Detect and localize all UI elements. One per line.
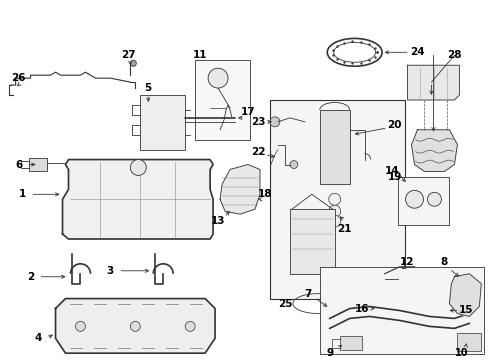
Text: 17: 17 bbox=[241, 107, 255, 117]
Text: 20: 20 bbox=[387, 120, 402, 130]
Polygon shape bbox=[55, 298, 215, 353]
Text: 5: 5 bbox=[145, 83, 152, 93]
Circle shape bbox=[270, 117, 280, 127]
Text: 28: 28 bbox=[447, 50, 462, 60]
Text: 4: 4 bbox=[35, 333, 42, 343]
Bar bbox=[195, 60, 250, 140]
Bar bbox=[340, 336, 362, 350]
Text: 21: 21 bbox=[338, 224, 352, 234]
Polygon shape bbox=[63, 159, 213, 239]
Text: 8: 8 bbox=[441, 257, 448, 267]
Circle shape bbox=[329, 205, 341, 217]
Circle shape bbox=[130, 321, 140, 331]
Text: 13: 13 bbox=[211, 216, 225, 226]
Circle shape bbox=[130, 60, 136, 66]
Bar bbox=[270, 100, 405, 298]
Text: 1: 1 bbox=[19, 189, 26, 199]
Bar bbox=[457, 333, 481, 351]
Text: 9: 9 bbox=[326, 348, 333, 358]
Polygon shape bbox=[449, 274, 481, 316]
Text: 16: 16 bbox=[354, 303, 369, 314]
Text: 27: 27 bbox=[121, 50, 136, 60]
Polygon shape bbox=[220, 165, 260, 214]
Text: 11: 11 bbox=[193, 50, 207, 60]
Text: 24: 24 bbox=[410, 47, 425, 57]
Circle shape bbox=[290, 161, 298, 168]
Circle shape bbox=[406, 190, 423, 208]
Bar bbox=[290, 209, 335, 274]
Bar bbox=[320, 267, 484, 354]
Text: 15: 15 bbox=[459, 306, 474, 315]
Text: 3: 3 bbox=[107, 266, 114, 276]
Circle shape bbox=[130, 159, 147, 175]
Circle shape bbox=[208, 68, 228, 88]
Text: 18: 18 bbox=[258, 189, 272, 199]
Text: 6: 6 bbox=[15, 159, 22, 170]
Bar bbox=[320, 110, 350, 184]
Text: 10: 10 bbox=[455, 348, 468, 358]
Text: 12: 12 bbox=[400, 257, 415, 267]
Polygon shape bbox=[412, 130, 457, 171]
Text: 2: 2 bbox=[27, 272, 34, 282]
Text: 26: 26 bbox=[11, 73, 26, 83]
Bar bbox=[28, 158, 47, 171]
Text: 14: 14 bbox=[385, 166, 400, 176]
Circle shape bbox=[329, 215, 341, 227]
Text: 25: 25 bbox=[278, 298, 292, 309]
Circle shape bbox=[75, 321, 85, 331]
Bar bbox=[397, 177, 449, 225]
Polygon shape bbox=[408, 65, 460, 100]
Circle shape bbox=[427, 192, 441, 206]
Circle shape bbox=[329, 193, 341, 205]
Text: 23: 23 bbox=[251, 117, 265, 127]
Text: 7: 7 bbox=[304, 289, 312, 298]
Text: 19: 19 bbox=[388, 172, 402, 183]
Text: 22: 22 bbox=[251, 147, 265, 157]
Bar bbox=[140, 95, 185, 150]
Circle shape bbox=[185, 321, 195, 331]
